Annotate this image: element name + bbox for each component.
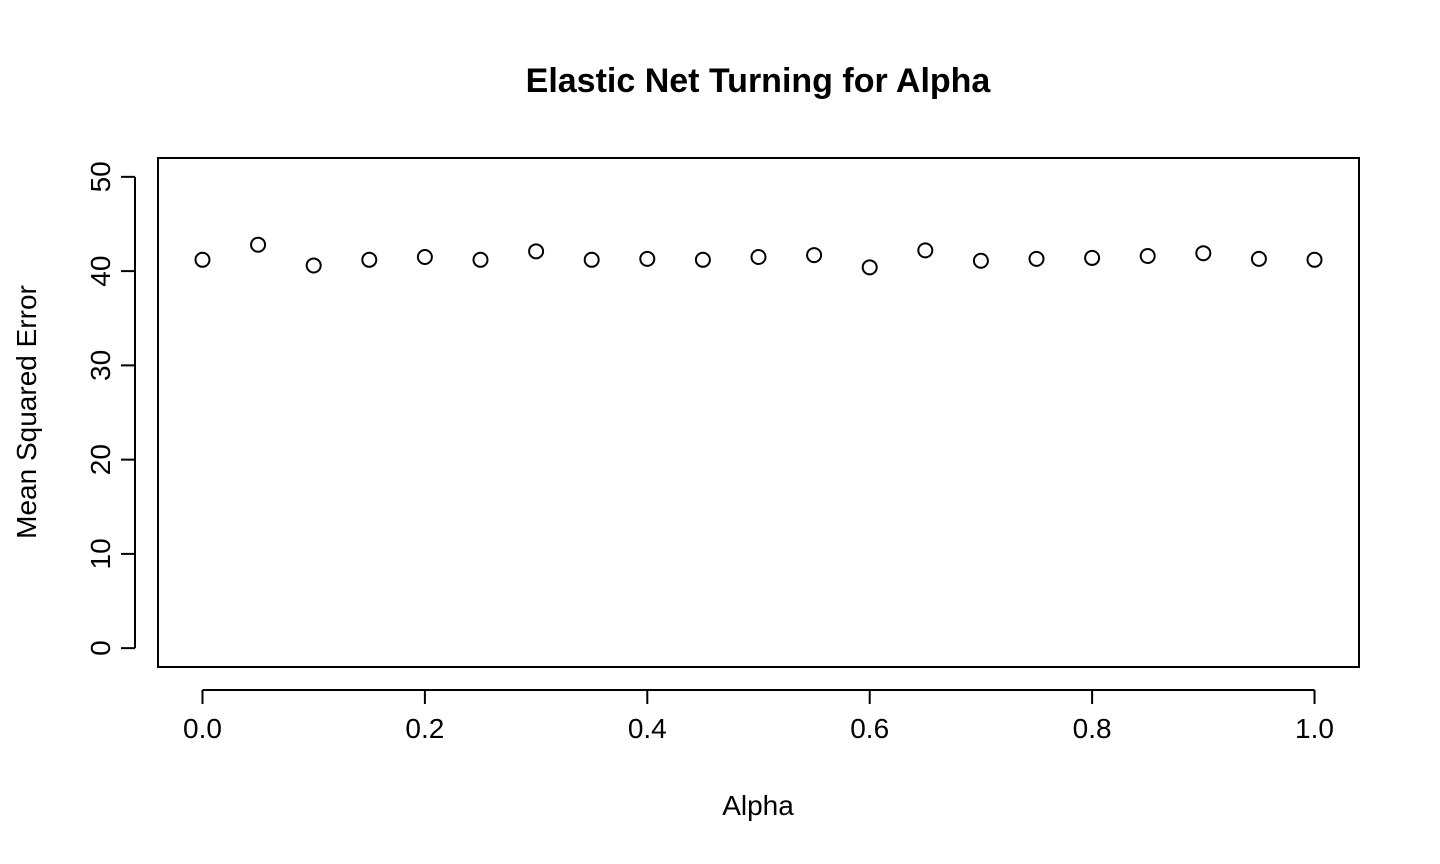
y-tick-label: 30 bbox=[85, 350, 116, 381]
data-point bbox=[1028, 250, 1045, 267]
data-point bbox=[972, 252, 989, 269]
y-tick-label: 0 bbox=[85, 640, 116, 656]
data-point bbox=[917, 242, 934, 259]
x-tick-label: 0.8 bbox=[1073, 713, 1112, 744]
data-point bbox=[472, 251, 489, 268]
chart-title: Elastic Net Turning for Alpha bbox=[526, 62, 992, 100]
data-point bbox=[639, 250, 656, 267]
y-tick-label: 20 bbox=[85, 444, 116, 475]
data-point bbox=[806, 247, 823, 264]
data-point bbox=[1250, 250, 1267, 267]
y-tick-label: 40 bbox=[85, 256, 116, 287]
y-tick-label: 10 bbox=[85, 538, 116, 569]
data-points bbox=[194, 236, 1323, 276]
data-point bbox=[1139, 248, 1156, 265]
data-point bbox=[1306, 251, 1323, 268]
data-point bbox=[1084, 249, 1101, 266]
data-point bbox=[583, 251, 600, 268]
data-point bbox=[861, 259, 878, 276]
data-point bbox=[194, 251, 211, 268]
x-axis-label: Alpha bbox=[722, 790, 794, 821]
x-tick-label: 0.2 bbox=[405, 713, 444, 744]
y-axis: 0 10 20 30 40 50 bbox=[85, 161, 136, 656]
x-tick-label: 1.0 bbox=[1295, 713, 1334, 744]
x-tick-label: 0.6 bbox=[850, 713, 889, 744]
y-axis-label: Mean Squared Error bbox=[11, 285, 42, 539]
x-tick-label: 0.0 bbox=[183, 713, 222, 744]
data-point bbox=[250, 236, 267, 253]
data-point bbox=[416, 248, 433, 265]
y-tick-label: 50 bbox=[85, 161, 116, 192]
data-point bbox=[750, 248, 767, 265]
data-point bbox=[305, 257, 322, 274]
data-point bbox=[694, 251, 711, 268]
x-tick-label: 0.4 bbox=[628, 713, 667, 744]
x-axis: 0.0 0.2 0.4 0.6 0.8 1.0 bbox=[183, 689, 1334, 744]
data-point bbox=[528, 243, 545, 260]
data-point bbox=[361, 251, 378, 268]
plot-frame bbox=[157, 157, 1360, 668]
data-point bbox=[1195, 245, 1212, 262]
